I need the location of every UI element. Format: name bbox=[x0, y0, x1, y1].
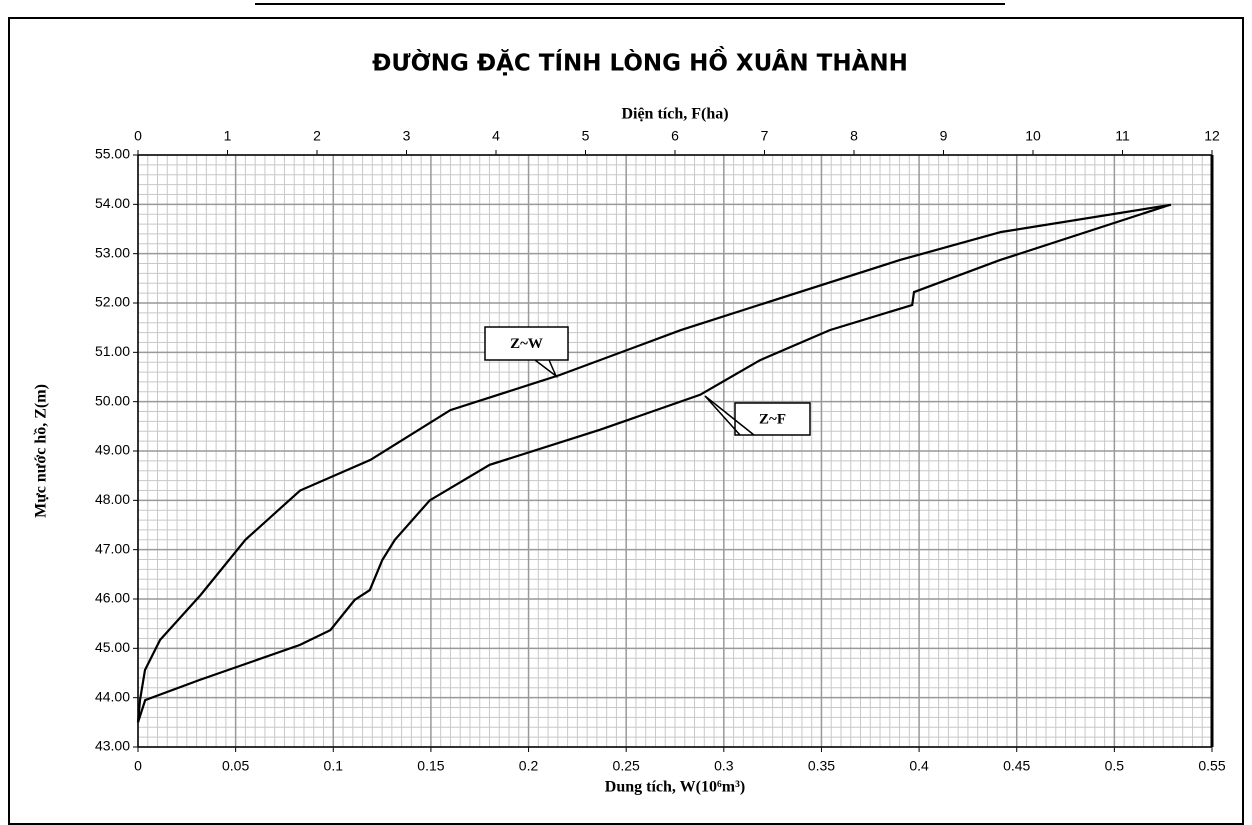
x-tick-label: 0.55 bbox=[1198, 758, 1225, 774]
x2-tick-label: 9 bbox=[940, 128, 948, 144]
x-tick-label: 0.45 bbox=[1003, 758, 1030, 774]
series-line bbox=[136, 203, 1172, 723]
y-tick-label: 45.00 bbox=[95, 639, 130, 655]
y-tick-label: 53.00 bbox=[95, 244, 130, 260]
y-tick-label: 49.00 bbox=[95, 442, 130, 458]
y-tick-label: 46.00 bbox=[95, 590, 130, 606]
y-tick-label: 50.00 bbox=[95, 392, 130, 408]
x2-tick-label: 8 bbox=[850, 128, 858, 144]
annotation: Z~F bbox=[759, 411, 786, 427]
x-tick-label: 0.25 bbox=[613, 758, 640, 774]
x-axis-label: Dung tích, W(10⁶m³) bbox=[605, 779, 745, 796]
x2-tick-label: 5 bbox=[582, 128, 590, 144]
y-tick-label: 51.00 bbox=[95, 343, 130, 359]
x-tick-label: 0.05 bbox=[222, 758, 249, 774]
x-tick-label: 0.2 bbox=[519, 758, 539, 774]
x2-tick-label: 3 bbox=[403, 128, 411, 144]
x2-axis-label: Diện tích, F(ha) bbox=[621, 106, 728, 123]
x-tick-label: 0.5 bbox=[1105, 758, 1125, 774]
chart-title: ĐƯỜNG ĐẶC TÍNH LÒNG HỒ XUÂN THÀNH bbox=[372, 46, 908, 77]
x2-tick-label: 0 bbox=[134, 128, 142, 144]
y-tick-label: 55.00 bbox=[95, 146, 130, 162]
x2-tick-label: 12 bbox=[1204, 128, 1220, 144]
x-tick-label: 0.1 bbox=[324, 758, 344, 774]
x2-tick-label: 4 bbox=[492, 128, 500, 144]
callout-box bbox=[484, 326, 569, 379]
frame bbox=[8, 17, 1244, 825]
x-tick-label: 0.15 bbox=[417, 758, 444, 774]
annotation: Z~W bbox=[510, 336, 543, 352]
y-tick-label: 47.00 bbox=[95, 540, 130, 556]
x2-tick-label: 10 bbox=[1025, 128, 1041, 144]
x-tick-label: 0.4 bbox=[909, 758, 929, 774]
callout-box bbox=[704, 395, 811, 436]
y-tick-label: 52.00 bbox=[95, 294, 130, 310]
y-tick-label: 54.00 bbox=[95, 195, 130, 211]
y-tick-label: 48.00 bbox=[95, 491, 130, 507]
x2-tick-label: 7 bbox=[761, 128, 769, 144]
x-tick-label: 0.35 bbox=[808, 758, 835, 774]
series-line bbox=[136, 203, 1171, 723]
x2-tick-label: 6 bbox=[671, 128, 679, 144]
y-axis-label: Mực nước hồ, Z(m) bbox=[33, 384, 50, 518]
x2-tick-label: 2 bbox=[313, 128, 321, 144]
x-tick-label: 0 bbox=[134, 758, 142, 774]
x2-tick-label: 11 bbox=[1115, 128, 1130, 144]
y-tick-label: 44.00 bbox=[95, 688, 130, 704]
x-tick-label: 0.3 bbox=[714, 758, 734, 774]
x2-tick-label: 1 bbox=[224, 128, 232, 144]
y-tick-label: 43.00 bbox=[95, 738, 130, 754]
